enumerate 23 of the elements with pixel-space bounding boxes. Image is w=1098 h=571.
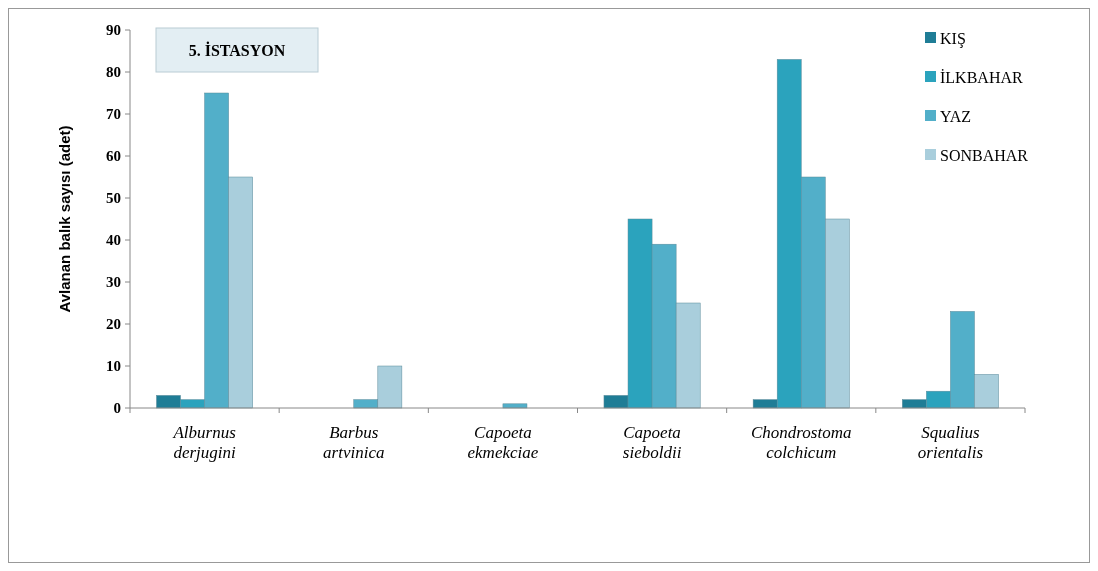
x-tick-label: Squalius orientalis — [917, 423, 984, 462]
y-tick-label: 90 — [106, 22, 121, 39]
bar — [502, 403, 528, 409]
y-axis-title: Avlanan balık sayısı (adet) — [56, 125, 73, 313]
legend-label: İLKBAHAR — [940, 68, 1023, 86]
x-tick-label: Capoeta ekmekciae — [467, 423, 539, 462]
legend-label: SONBAHAR — [940, 146, 1029, 164]
y-tick-label: 30 — [106, 274, 121, 291]
y-tick-label: 70 — [106, 106, 121, 123]
x-tick-label: Barbus artvinica — [323, 423, 385, 462]
y-tick-label: 10 — [106, 358, 121, 375]
x-tick-label: Alburnus derjugini — [172, 423, 237, 462]
legend-label: YAZ — [940, 107, 972, 125]
y-tick-label: 80 — [106, 64, 121, 81]
text: 5. İSTASYON — [188, 40, 286, 59]
y-tick-label: 0 — [113, 400, 121, 417]
y-tick-label: 60 — [106, 148, 121, 165]
y-tick-label: 40 — [106, 232, 121, 249]
x-tick-label: Capoeta sieboldii — [622, 423, 682, 462]
x-tick-label: Chondrostoma colchicum — [751, 423, 852, 462]
y-tick-label: 20 — [106, 316, 121, 333]
y-tick-label: 50 — [106, 190, 121, 207]
legend-label: KIŞ — [940, 29, 966, 48]
